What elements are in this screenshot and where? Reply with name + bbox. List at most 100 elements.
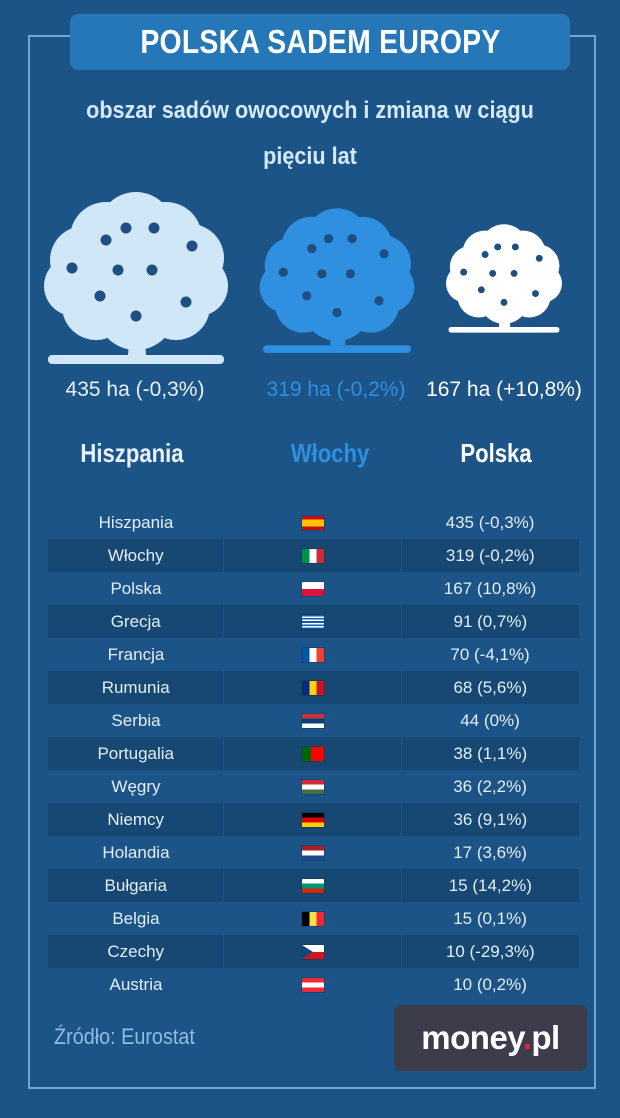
italy-heading: Włochy (290, 438, 370, 468)
country-name: Czechy (48, 935, 224, 968)
fruit-mark (477, 286, 485, 294)
table-row: Węgry 36 (2,2%) (48, 770, 579, 803)
tree-illustrations (44, 192, 562, 364)
rs-flag-icon (301, 714, 324, 729)
area-value: 91 (0,7%) (400, 605, 579, 638)
es-flag-icon (301, 516, 324, 531)
gr-flag-icon (301, 615, 324, 630)
area-value: 70 (-4,1%) (450, 644, 530, 664)
area-value: 36 (9,1%) (400, 803, 579, 836)
area-value: 36 (2,2%) (453, 776, 527, 796)
table-row: Hiszpania 435 (-0,3%) (48, 506, 579, 539)
fruit-mark (460, 268, 468, 276)
tree-spain-icon (44, 192, 228, 364)
ground-mark (263, 345, 411, 353)
spain-heading: Hiszpania (80, 438, 184, 468)
spain-value-label: 435 ha (-0,3%) (65, 378, 205, 401)
at-flag-icon (301, 978, 324, 993)
fr-flag-icon (301, 648, 324, 663)
fruit-mark (481, 251, 489, 258)
table-row: Serbia 44 (0%) (48, 704, 579, 737)
flag-cell (223, 539, 402, 572)
ground-mark (48, 355, 224, 364)
flag-cell (224, 572, 401, 605)
table-row: Belgia 15 (0,1%) (48, 902, 579, 935)
fruit-mark (489, 269, 497, 277)
bg-flag-icon (301, 879, 324, 894)
fruit-mark (94, 290, 106, 302)
flag-cell (224, 704, 401, 737)
country-name: Grecja (48, 605, 224, 638)
it-flag-icon (301, 549, 324, 564)
fruit-mark (317, 269, 327, 279)
country-name: Belgia (112, 908, 160, 928)
fruit-mark (379, 249, 389, 259)
nl-flag-icon (301, 846, 324, 861)
fruit-mark (278, 267, 288, 277)
country-name: Polska (110, 578, 162, 598)
area-value: 435 (-0,3%) (445, 512, 535, 532)
country-name: Rumunia (48, 671, 224, 704)
flag-cell (223, 935, 402, 968)
tree-italy-icon (259, 208, 415, 353)
fruit-mark (511, 243, 519, 251)
orchard-area-table: Hiszpania 435 (-0,3%) Włochy 319 (-0,2%) Pol… (48, 506, 579, 1001)
table-row: Grecja 91 (0,7%) (48, 605, 579, 638)
country-name: Francja (107, 644, 165, 664)
table-row: Niemcy 36 (9,1%) (48, 803, 579, 836)
fruit-mark (307, 244, 317, 254)
fruit-mark (532, 290, 539, 298)
flag-cell (223, 803, 402, 836)
country-name: Włochy (48, 539, 224, 572)
fruit-mark (374, 296, 384, 306)
fruit-mark (302, 291, 312, 301)
area-value: 15 (0,1%) (453, 908, 527, 928)
subtitle: obszar sadów owocowych i zmiana w ciągu … (60, 88, 560, 180)
hu-flag-icon (301, 780, 324, 795)
poland-heading: Polska (460, 438, 532, 468)
crown-mark (472, 241, 536, 305)
table-row: Włochy 319 (-0,2%) (48, 539, 579, 572)
area-value: 17 (3,6%) (453, 842, 527, 862)
table-row: Rumunia 68 (5,6%) (48, 671, 579, 704)
table-row: Polska 167 (10,8%) (48, 572, 579, 605)
area-value: 167 (10,8%) (443, 578, 537, 598)
fruit-mark (510, 269, 518, 277)
logo-text: money.pl (421, 1019, 560, 1056)
area-value: 15 (14,2%) (400, 869, 579, 902)
country-name: Niemcy (48, 803, 224, 836)
crown-mark (86, 220, 186, 320)
crown-mark (295, 231, 379, 316)
de-flag-icon (301, 813, 324, 828)
be-flag-icon (301, 912, 324, 927)
fruit-mark (148, 222, 160, 234)
fruit-mark (347, 233, 357, 244)
fruit-mark (500, 298, 508, 306)
area-value: 38 (1,1%) (400, 737, 579, 770)
money-pl-logo: money.pl (394, 1005, 587, 1071)
pl-flag-icon (301, 582, 324, 597)
table-row: Holandia 17 (3,6%) (48, 836, 579, 869)
fruit-mark (332, 307, 342, 318)
fruit-mark (494, 243, 502, 251)
fruit-mark (120, 222, 132, 234)
fruit-mark (130, 310, 142, 322)
title-banner: POLSKA SADEM EUROPY (70, 14, 570, 70)
flag-cell (223, 869, 402, 902)
subtitle-line-1: obszar sadów owocowych i zmiana w ciągu (86, 97, 534, 124)
area-value: 10 (0,2%) (453, 974, 527, 994)
ro-flag-icon (301, 681, 324, 696)
flag-cell (224, 836, 401, 869)
flag-cell (224, 968, 401, 1001)
country-name: Portugalia (48, 737, 224, 770)
page-title: POLSKA SADEM EUROPY (139, 23, 501, 60)
cz-flag-icon (301, 945, 324, 960)
pt-flag-icon (301, 747, 324, 762)
table-row: Francja 70 (-4,1%) (48, 638, 579, 671)
area-value: 319 (-0,2%) (400, 539, 579, 572)
fruit-mark (66, 262, 78, 274)
fruit-mark (345, 269, 356, 279)
fruit-mark (186, 240, 198, 252)
tree-poland-icon (446, 224, 562, 333)
country-name: Bułgaria (48, 869, 224, 902)
